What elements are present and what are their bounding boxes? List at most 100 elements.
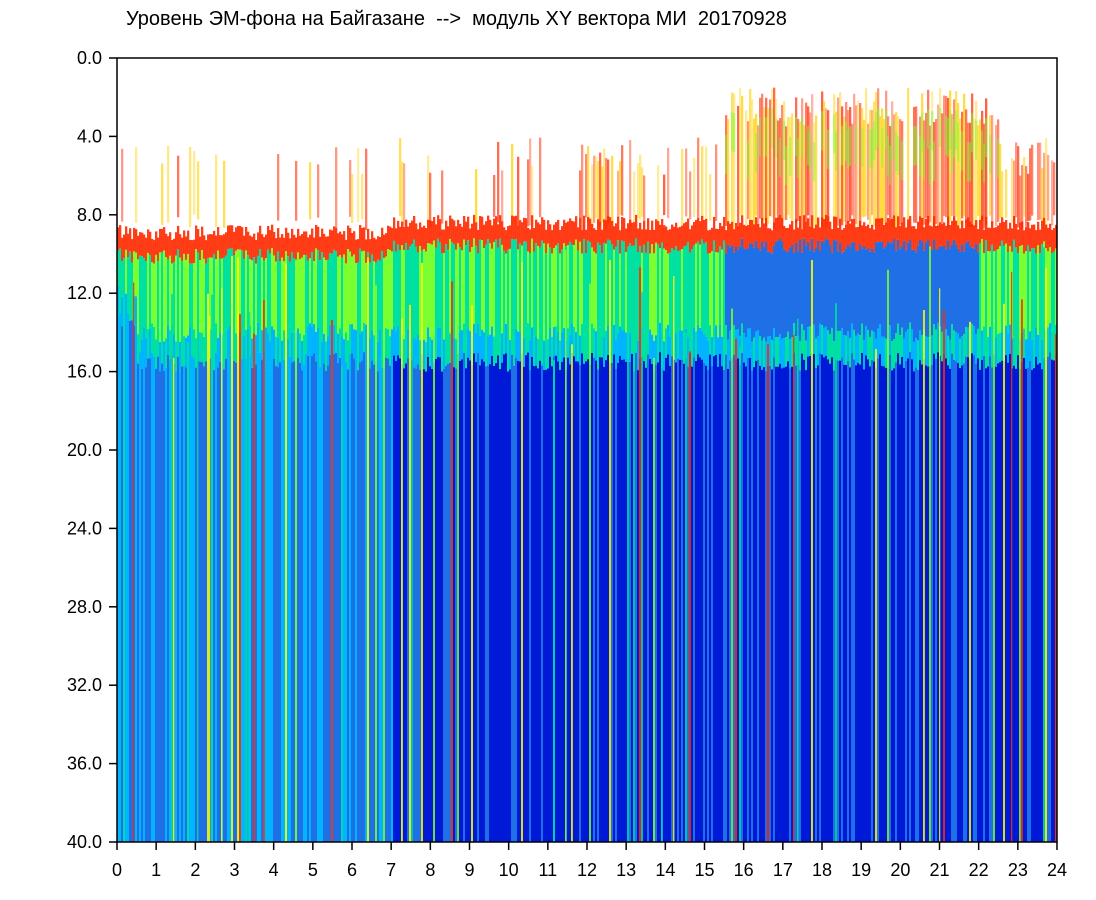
heat-cell bbox=[891, 101, 894, 227]
heat-cell bbox=[501, 170, 504, 223]
heat-cell bbox=[851, 219, 854, 243]
heat-cell bbox=[461, 250, 464, 331]
y-tick-label: 40.0 bbox=[67, 832, 102, 852]
heat-cell bbox=[195, 249, 198, 339]
heat-cell bbox=[559, 230, 562, 254]
heat-cell bbox=[623, 218, 626, 242]
heat-cell bbox=[413, 239, 416, 339]
heat-cell bbox=[241, 359, 244, 842]
heat-cell bbox=[779, 137, 782, 177]
heat-cell bbox=[195, 225, 198, 250]
heat-cell bbox=[635, 238, 638, 324]
heat-cell bbox=[835, 131, 838, 171]
heat-cell bbox=[303, 334, 306, 365]
heat-cell bbox=[825, 214, 828, 239]
heat-cell bbox=[433, 217, 436, 241]
heat-cell bbox=[743, 362, 746, 842]
heat-cell bbox=[645, 338, 648, 368]
heat-cell bbox=[679, 359, 682, 842]
heat-cell bbox=[193, 151, 196, 215]
heat-cell bbox=[563, 357, 566, 842]
heat-cell bbox=[119, 313, 122, 843]
heat-cell bbox=[529, 369, 532, 842]
heat-cell bbox=[535, 336, 538, 366]
heat-cell bbox=[595, 253, 598, 332]
heat-cell bbox=[159, 342, 162, 372]
heat-cell bbox=[1051, 160, 1054, 226]
heat-cell bbox=[821, 91, 824, 228]
heat-cell bbox=[271, 355, 274, 842]
heat-cell bbox=[587, 329, 590, 360]
heat-cell bbox=[833, 94, 836, 224]
heat-cell bbox=[229, 355, 232, 842]
heat-cell bbox=[755, 240, 758, 332]
heat-cell bbox=[933, 239, 936, 325]
heat-cell bbox=[895, 131, 898, 171]
heat-cell bbox=[879, 218, 882, 242]
heat-cell bbox=[991, 221, 994, 245]
heat-cell bbox=[475, 332, 478, 363]
heat-cell bbox=[153, 356, 156, 842]
heat-cell bbox=[569, 364, 572, 842]
heat-cell bbox=[797, 138, 800, 178]
heat-cell bbox=[759, 365, 762, 842]
heat-cell bbox=[503, 354, 506, 842]
heat-cell bbox=[893, 368, 896, 842]
heat-cell bbox=[393, 326, 396, 356]
heat-cell bbox=[391, 329, 394, 359]
heat-cell bbox=[699, 244, 702, 328]
heat-cell bbox=[1029, 331, 1032, 361]
heat-cell bbox=[683, 246, 686, 335]
heat-cell bbox=[561, 226, 564, 250]
heat-cell bbox=[885, 367, 888, 842]
heat-cell bbox=[203, 366, 206, 842]
heat-cell bbox=[569, 218, 572, 242]
heat-cell bbox=[641, 252, 644, 328]
heat-cell bbox=[851, 242, 854, 324]
heat-cell bbox=[1039, 253, 1042, 334]
heat-cell bbox=[159, 228, 162, 253]
heat-cell bbox=[667, 253, 670, 326]
heat-cell bbox=[519, 361, 522, 842]
heat-cell bbox=[585, 154, 588, 218]
heat-cell bbox=[409, 304, 412, 842]
heat-cell bbox=[279, 362, 282, 842]
heat-cell bbox=[953, 99, 956, 227]
heat-cell bbox=[461, 359, 464, 842]
heat-cell bbox=[329, 354, 332, 842]
heat-cell bbox=[533, 228, 536, 252]
heat-cell bbox=[875, 111, 878, 151]
heat-cell bbox=[807, 327, 810, 357]
heat-cell bbox=[671, 248, 674, 327]
heat-cell bbox=[907, 358, 910, 842]
heat-cell bbox=[351, 324, 354, 354]
heat-cell bbox=[1035, 356, 1038, 842]
heat-cell bbox=[281, 370, 284, 842]
heat-cell bbox=[399, 250, 402, 329]
heat-cell bbox=[795, 219, 798, 243]
heat-cell bbox=[215, 323, 218, 353]
heat-cell bbox=[561, 332, 564, 362]
heat-cell bbox=[349, 160, 352, 217]
heat-cell bbox=[715, 252, 718, 326]
heat-cell bbox=[509, 340, 512, 370]
heat-cell bbox=[959, 228, 962, 252]
heat-cell bbox=[1005, 355, 1008, 842]
heat-cell bbox=[663, 370, 666, 842]
heat-cell bbox=[583, 239, 586, 335]
heat-cell bbox=[159, 252, 162, 343]
heat-cell bbox=[265, 356, 268, 842]
heat-cell bbox=[519, 220, 522, 244]
heat-cell bbox=[525, 218, 528, 242]
heat-cell bbox=[719, 353, 722, 842]
heat-cell bbox=[201, 226, 204, 251]
heat-cell bbox=[543, 219, 546, 244]
heat-cell bbox=[899, 249, 902, 336]
heat-cell bbox=[731, 308, 735, 842]
heat-cell bbox=[999, 362, 1002, 842]
heat-cell bbox=[423, 339, 426, 370]
heat-cell bbox=[591, 223, 594, 248]
heat-cell bbox=[979, 369, 982, 842]
heat-cell bbox=[149, 255, 152, 330]
heat-cell bbox=[613, 226, 616, 250]
